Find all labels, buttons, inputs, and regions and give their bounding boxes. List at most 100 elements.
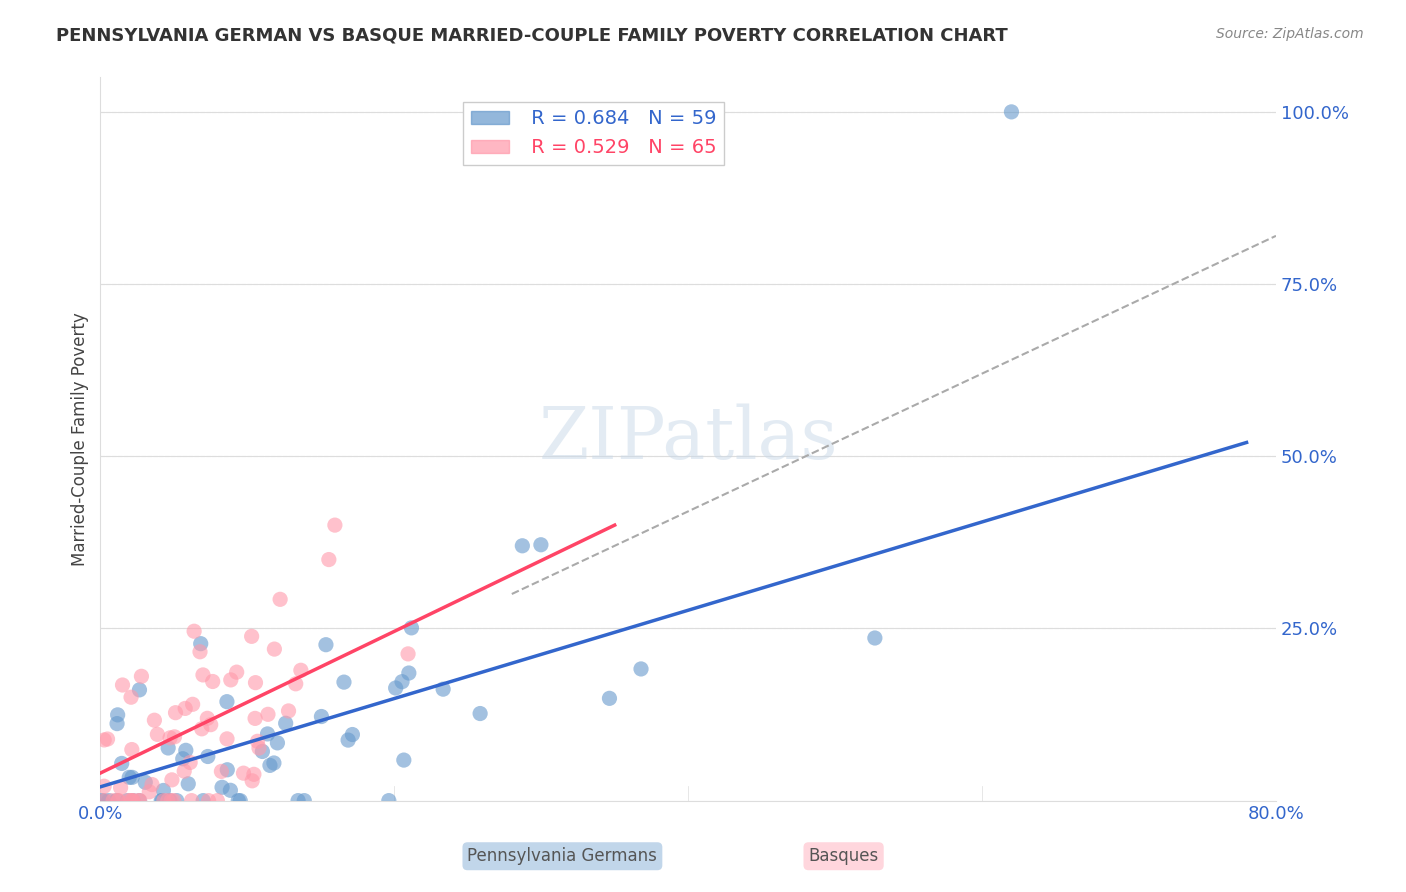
Basques	[153, 794, 176, 808]
Basques	[128, 794, 150, 808]
Pennsylvania Germans	[384, 681, 406, 695]
Basques	[179, 756, 201, 770]
Basques	[180, 794, 202, 808]
Basques	[110, 780, 132, 795]
Pennsylvania Germans	[219, 783, 242, 797]
Basques	[243, 767, 266, 781]
Pennsylvania Germans	[287, 794, 309, 808]
Basques	[190, 722, 212, 736]
Pennsylvania Germans	[530, 538, 553, 552]
Pennsylvania Germans	[97, 794, 120, 808]
Basques	[323, 518, 346, 533]
Y-axis label: Married-Couple Family Poverty: Married-Couple Family Poverty	[72, 312, 89, 566]
Basques	[240, 629, 263, 643]
Basques	[215, 731, 238, 746]
Basques	[121, 742, 143, 756]
Basques	[117, 794, 139, 808]
Basques	[247, 741, 270, 756]
Basques	[245, 675, 267, 690]
Pennsylvania Germans	[159, 794, 181, 808]
Pennsylvania Germans	[134, 775, 156, 789]
Pennsylvania Germans	[150, 794, 173, 808]
Pennsylvania Germans	[342, 727, 364, 741]
Basques	[163, 730, 186, 744]
Pennsylvania Germans	[311, 709, 333, 723]
Pennsylvania Germans	[337, 733, 360, 747]
Pennsylvania Germans	[157, 741, 180, 756]
Pennsylvania Germans	[468, 706, 491, 721]
Pennsylvania Germans	[172, 752, 194, 766]
Pennsylvania Germans	[266, 736, 288, 750]
Pennsylvania Germans	[93, 794, 115, 808]
Basques	[160, 772, 183, 787]
Basques	[257, 707, 280, 722]
Basques	[318, 552, 340, 566]
Pennsylvania Germans	[122, 794, 145, 808]
Pennsylvania Germans	[150, 794, 173, 808]
Basques	[173, 764, 195, 779]
Basques	[207, 794, 229, 808]
Pennsylvania Germans	[226, 794, 249, 808]
Pennsylvania Germans	[432, 682, 454, 697]
Basques	[246, 734, 269, 748]
Basques	[111, 678, 134, 692]
Pennsylvania Germans	[256, 727, 278, 741]
Pennsylvania Germans	[105, 716, 128, 731]
Basques	[146, 727, 169, 741]
Text: Source: ZipAtlas.com: Source: ZipAtlas.com	[1216, 27, 1364, 41]
Pennsylvania Germans	[166, 794, 188, 808]
Pennsylvania Germans	[174, 743, 197, 757]
Basques	[188, 645, 211, 659]
Pennsylvania Germans	[512, 539, 534, 553]
Pennsylvania Germans	[197, 749, 219, 764]
Pennsylvania Germans	[229, 794, 252, 808]
Pennsylvania Germans	[378, 794, 401, 808]
Legend:  R = 0.684   N = 59,  R = 0.529   N = 65: R = 0.684 N = 59, R = 0.529 N = 65	[463, 102, 724, 165]
Basques	[396, 647, 419, 661]
Pennsylvania Germans	[177, 777, 200, 791]
Basques	[183, 624, 205, 639]
Basques	[277, 704, 299, 718]
Text: Pennsylvania Germans: Pennsylvania Germans	[467, 847, 658, 865]
Basques	[232, 766, 254, 780]
Basques	[225, 665, 247, 680]
Basques	[201, 674, 224, 689]
Basques	[141, 778, 163, 792]
Basques	[131, 669, 153, 683]
Pennsylvania Germans	[630, 662, 652, 676]
Basques	[159, 731, 181, 745]
Pennsylvania Germans	[190, 637, 212, 651]
Basques	[240, 773, 263, 788]
Pennsylvania Germans	[1000, 104, 1022, 119]
Basques	[263, 642, 285, 657]
Pennsylvania Germans	[274, 716, 297, 731]
Basques	[138, 785, 160, 799]
Pennsylvania Germans	[392, 753, 415, 767]
Basques	[181, 698, 204, 712]
Basques	[93, 794, 115, 808]
Basques	[290, 663, 312, 677]
Pennsylvania Germans	[398, 666, 420, 681]
Text: ZIPatlas: ZIPatlas	[538, 404, 838, 475]
Basques	[93, 779, 115, 793]
Pennsylvania Germans	[90, 794, 112, 808]
Pennsylvania Germans	[391, 674, 413, 689]
Basques	[191, 668, 214, 682]
Pennsylvania Germans	[128, 794, 150, 808]
Basques	[197, 794, 219, 808]
Pennsylvania Germans	[263, 756, 285, 770]
Pennsylvania Germans	[292, 794, 315, 808]
Basques	[120, 794, 142, 808]
Basques	[96, 732, 118, 747]
Pennsylvania Germans	[211, 780, 233, 795]
Basques	[209, 764, 232, 779]
Pennsylvania Germans	[152, 783, 174, 797]
Basques	[243, 711, 266, 725]
Basques	[195, 711, 218, 725]
Text: PENNSYLVANIA GERMAN VS BASQUE MARRIED-COUPLE FAMILY POVERTY CORRELATION CHART: PENNSYLVANIA GERMAN VS BASQUE MARRIED-CO…	[56, 27, 1008, 45]
Pennsylvania Germans	[315, 638, 337, 652]
Basques	[284, 677, 307, 691]
Basques	[128, 794, 150, 808]
Basques	[156, 794, 179, 808]
Basques	[143, 713, 166, 727]
